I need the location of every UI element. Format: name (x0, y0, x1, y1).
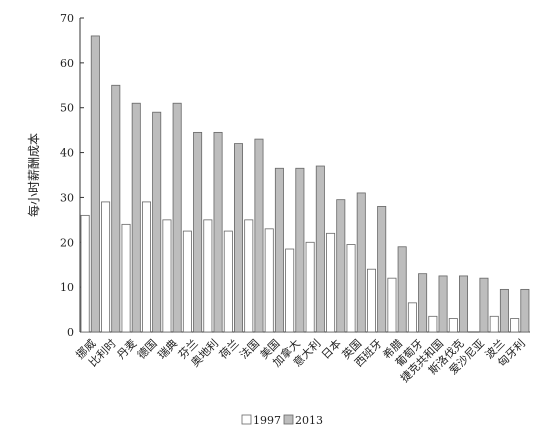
bar-1997 (244, 219, 254, 333)
bar-2013 (315, 165, 325, 333)
bar-1997 (510, 318, 520, 333)
bar-2013 (499, 288, 509, 333)
bar-1997 (101, 201, 111, 333)
bar-2013 (193, 131, 203, 333)
bar-1997 (162, 219, 172, 333)
bar-1997 (223, 230, 233, 333)
bar-1997 (346, 244, 356, 333)
y-tick-label: 40 (60, 147, 74, 160)
category-label: 丹麦 (115, 337, 140, 362)
bar-2013 (520, 288, 530, 333)
legend: 1997 2013 (241, 414, 323, 427)
category-label: 日本 (318, 336, 343, 361)
bar-2013 (397, 246, 407, 333)
category-label: 瑞典 (155, 336, 180, 361)
bar-2013 (438, 275, 448, 333)
y-tick-label: 0 (67, 326, 74, 339)
legend-label: 2013 (295, 414, 323, 427)
bar-2013 (131, 102, 141, 333)
bar-1997 (326, 232, 336, 333)
y-tick-label: 70 (60, 12, 74, 25)
bar-2013 (213, 131, 223, 333)
category-label: 法国 (237, 336, 262, 361)
bars (80, 35, 530, 333)
bar-2013 (356, 192, 366, 333)
y-tick-label: 10 (60, 281, 74, 294)
bar-1997 (264, 228, 274, 333)
bar-1997 (141, 201, 151, 333)
y-axis-label: 每小时薪酬成本 (26, 133, 41, 217)
bar-1997 (366, 268, 376, 333)
bar-2013 (336, 199, 346, 333)
bar-2013 (152, 111, 162, 333)
bar-1997 (182, 230, 192, 333)
y-tick-label: 30 (60, 191, 74, 204)
bar-2013 (111, 84, 121, 333)
bar-2013 (90, 35, 100, 333)
category-label: 德国 (134, 336, 159, 361)
bar-2013 (295, 167, 305, 333)
bar-2013 (172, 102, 182, 333)
bar-1997 (285, 248, 295, 333)
y-tick-label: 20 (60, 236, 74, 249)
bar-1997 (121, 223, 131, 333)
bar-2013 (459, 275, 469, 333)
bar-1997 (305, 241, 315, 333)
legend-label: 1997 (253, 414, 281, 427)
bar-1997 (80, 214, 90, 333)
bar-2013 (234, 143, 244, 333)
bar-1997 (428, 315, 438, 333)
y-tick-label: 60 (60, 57, 74, 70)
bar-1997 (489, 315, 499, 333)
bar-2013 (377, 205, 387, 333)
bar-2013 (274, 167, 284, 333)
category-labels: 挪威比利时丹麦德国瑞典芬兰奥地利荷兰法国美国加拿大意大利日本英国西班牙希腊葡萄牙… (73, 336, 528, 385)
bar-2013 (254, 138, 264, 333)
bar-1997 (407, 302, 417, 333)
category-label: 荷兰 (217, 337, 242, 362)
legend-swatch-1997 (241, 414, 252, 425)
y-tick-label: 50 (60, 102, 74, 115)
bar-1997 (387, 277, 397, 333)
bar-1997 (448, 318, 458, 333)
bar-1997 (203, 219, 213, 333)
legend-swatch-2013 (283, 414, 294, 425)
bar-2013 (418, 273, 428, 333)
bar-2013 (479, 277, 489, 333)
